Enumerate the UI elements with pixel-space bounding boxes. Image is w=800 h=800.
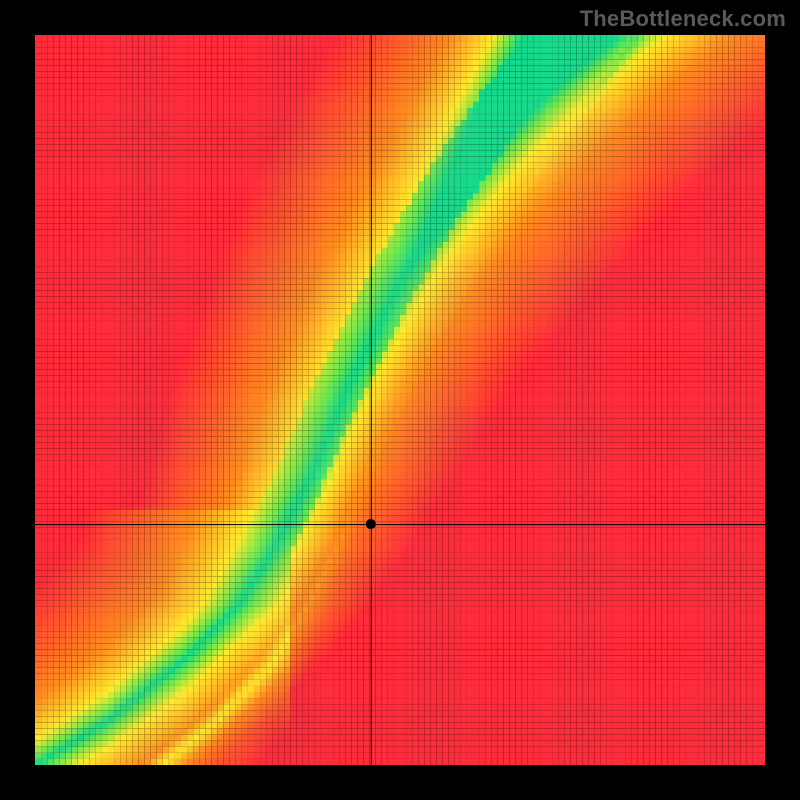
watermark-text: TheBottleneck.com [580, 6, 786, 32]
crosshair-overlay [0, 0, 800, 800]
chart-root: TheBottleneck.com [0, 0, 800, 800]
